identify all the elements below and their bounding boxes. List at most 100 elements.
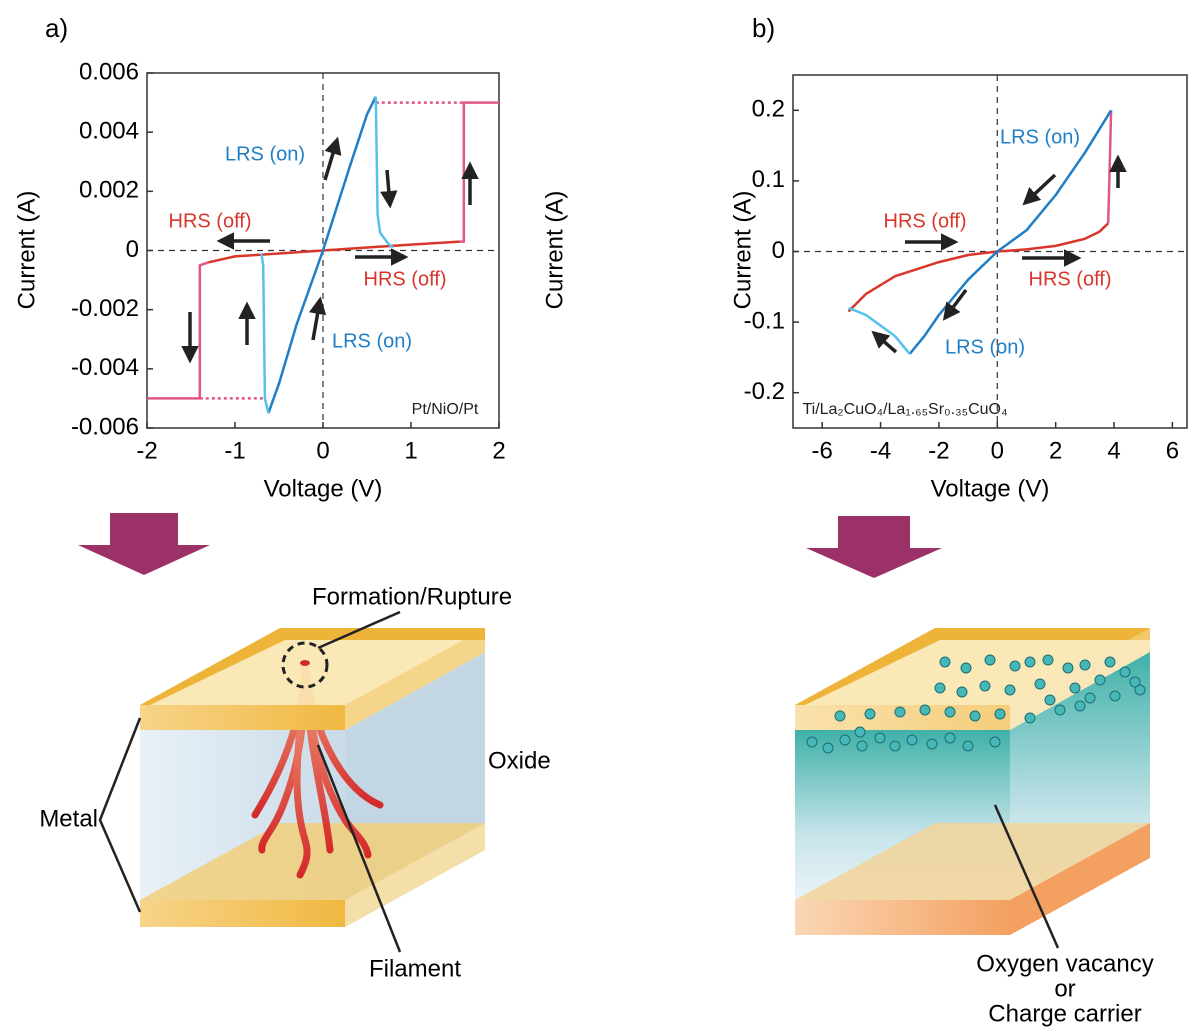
vacancy [1119, 666, 1131, 678]
x-tick-label: -6 [812, 437, 833, 464]
vacancy [956, 686, 968, 698]
data-line [374, 96, 395, 249]
bottom-plate-front [795, 900, 1010, 935]
annotation: HRS (off) [169, 210, 252, 232]
annotation: HRS (off) [364, 268, 447, 290]
diagram-label: Oxide [488, 747, 551, 774]
vacancy [894, 706, 906, 718]
data-line [1106, 110, 1113, 224]
vacancy [989, 736, 1001, 748]
y-tick-label: 0 [772, 237, 785, 264]
vacancy [979, 680, 991, 692]
vacancy [984, 654, 996, 666]
annotation: HRS (off) [1029, 268, 1112, 290]
y-tick-label: -0.004 [71, 354, 139, 381]
vacancy [969, 710, 981, 722]
vacancy [939, 656, 951, 668]
bottom-plate-front [140, 900, 345, 927]
data-line [848, 306, 911, 355]
vacancy [1024, 656, 1036, 668]
vacancy [1094, 674, 1106, 686]
data-line [260, 253, 270, 414]
vacancy [960, 662, 972, 674]
vacancy [1109, 690, 1121, 702]
vacancy [906, 734, 918, 746]
direction-arrow [380, 169, 398, 209]
x-tick-label: 2 [492, 437, 505, 464]
annotation: LRS (on) [225, 143, 305, 165]
down-arrow [78, 513, 210, 575]
x-tick-label: 6 [1166, 437, 1179, 464]
data-line [459, 101, 499, 243]
x-tick-label: -2 [928, 437, 949, 464]
panel-label: b) [752, 13, 775, 43]
vacancy [1024, 712, 1036, 724]
x-tick-label: 0 [991, 437, 1004, 464]
top-plate-top [140, 628, 485, 705]
x-tick-label: 4 [1107, 437, 1120, 464]
vacancy [1062, 662, 1074, 674]
vacancy [1042, 654, 1054, 666]
y-tick-label: -0.002 [71, 295, 139, 322]
rupture-circle [281, 641, 329, 689]
y-tick-label: -0.2 [744, 378, 785, 405]
x-tick-label: -4 [870, 437, 891, 464]
vacancy [806, 736, 818, 748]
x-tick-label: 1 [404, 437, 417, 464]
vacancy [1004, 684, 1016, 696]
x-tick-label: 2 [1049, 437, 1062, 464]
top-plate-edge [140, 628, 485, 705]
top-plate-top [795, 628, 1150, 705]
x-axis-label: Voltage (V) [264, 475, 383, 502]
vacancy [1104, 656, 1116, 668]
bottom-plate-top [140, 823, 485, 900]
annotation: Pt/NiO/Pt [412, 401, 479, 418]
vacancy [839, 734, 851, 746]
vacancy [1069, 682, 1081, 694]
top-plate-side [1010, 628, 1150, 730]
filament-diagram: Formation/Rupture Oxide Metal Filament [39, 583, 550, 982]
y-tick-label: 0.006 [79, 58, 139, 85]
data-line [208, 240, 460, 264]
vacancy [944, 706, 956, 718]
vacancies [806, 654, 1146, 754]
y-axis-label: Current (A) [729, 191, 756, 310]
bottom-plate-side [1010, 823, 1150, 935]
diagram-label: Charge carrier [988, 1000, 1141, 1027]
vacancy [1054, 704, 1066, 716]
vacancy [1009, 660, 1021, 672]
vacancy [926, 738, 938, 750]
vacancy [856, 740, 868, 752]
vacancy [1129, 676, 1141, 688]
vacancy [1034, 678, 1046, 690]
vacancy [1079, 659, 1091, 671]
y-tick-label: -0.1 [744, 307, 785, 334]
top-plate-edge [795, 628, 1150, 705]
y-tick-label: -0.006 [71, 413, 139, 440]
direction-arrow [942, 288, 968, 321]
vacancy [934, 682, 946, 694]
vacancy [1134, 684, 1146, 696]
annotation: LRS (on) [332, 330, 412, 352]
annotation: HRS (off) [884, 210, 967, 232]
filament-tip [300, 660, 310, 666]
vacancy [1084, 692, 1096, 704]
x-tick-label: 0 [316, 437, 329, 464]
direction-arrow [871, 330, 898, 354]
vacancy [889, 740, 901, 752]
y-tick-label: 0 [126, 236, 139, 263]
top-plate-front [140, 705, 345, 730]
y-tick-label: 0.002 [79, 177, 139, 204]
y-tick-label: 0.004 [79, 118, 139, 145]
y-tick-label: 0.2 [752, 96, 785, 123]
direction-arrow [308, 296, 327, 341]
vacancy [944, 732, 956, 744]
x-tick-label: -1 [224, 437, 245, 464]
panel-label: a) [45, 13, 68, 43]
top-plate-side [345, 628, 485, 730]
x-tick-label: -2 [136, 437, 157, 464]
y-axis-label: Current (A) [541, 191, 568, 310]
vacancy [994, 708, 1006, 720]
